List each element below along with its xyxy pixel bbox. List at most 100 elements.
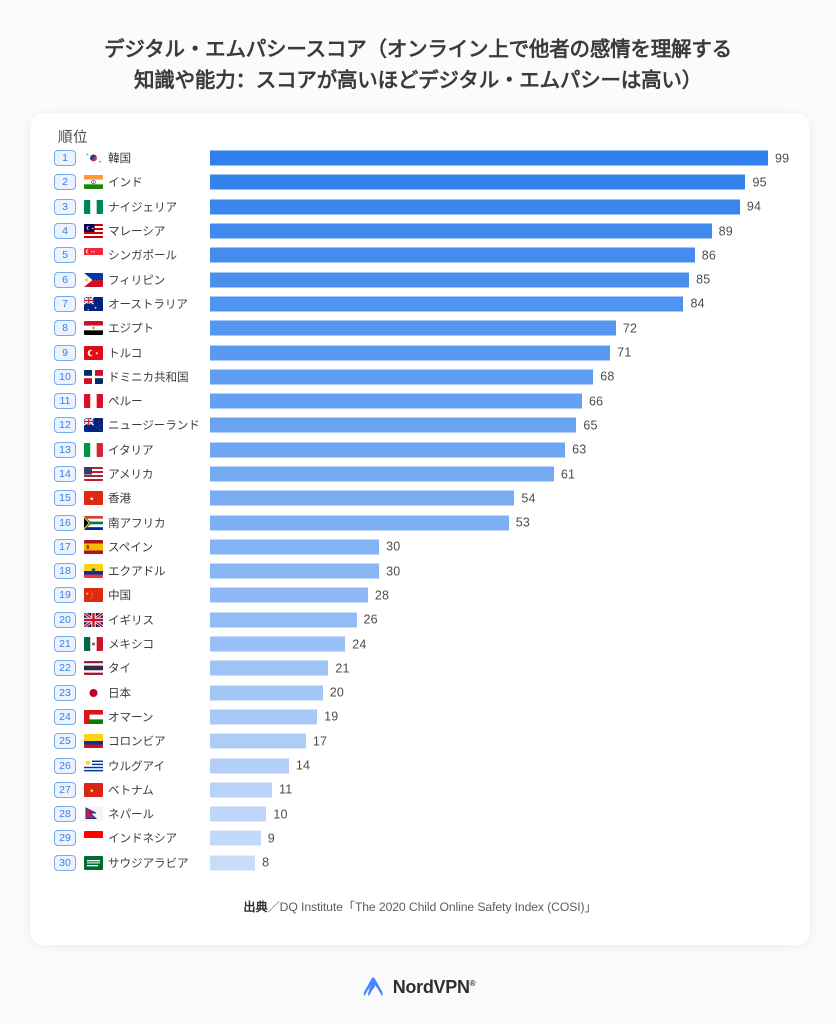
svg-text:★: ★ (87, 309, 90, 311)
svg-text:★: ★ (95, 350, 99, 355)
bar-container: 95 (210, 174, 767, 190)
flag-oman-icon (84, 709, 103, 724)
bar-container: 94 (210, 199, 762, 215)
trademark-symbol: ® (469, 978, 476, 988)
bar-container: 84 (210, 296, 705, 312)
rank-badge: 21 (54, 636, 76, 653)
flag-dominican-republic-icon (84, 369, 103, 384)
svg-text:★: ★ (89, 497, 94, 503)
value-bar (210, 174, 746, 190)
value-label: 20 (329, 685, 345, 700)
value-bar (210, 806, 267, 822)
country-name: シンガポール (108, 249, 177, 263)
value-label: 68 (600, 369, 615, 384)
country-name: マレーシア (108, 225, 166, 239)
value-bar (210, 758, 289, 774)
rank-badge: 13 (54, 441, 76, 458)
rank-badge: 4 (54, 223, 76, 240)
rank-badge: 26 (54, 757, 76, 774)
value-bar (210, 150, 768, 166)
country-name: オマーン (108, 710, 154, 724)
flag-india-icon (84, 175, 103, 190)
country-name: アメリカ (108, 468, 154, 481)
value-label: 17 (312, 734, 328, 749)
rank-badge: 11 (54, 393, 76, 410)
rank-badge: 1 (54, 150, 76, 167)
value-bar (210, 223, 712, 239)
flag-japan-icon (84, 685, 103, 700)
value-label: 24 (352, 637, 367, 652)
nordvpn-wordmark: NordVPN® (393, 977, 476, 998)
bar-container: 20 (210, 685, 345, 701)
ranking-row: 15 ★ 香港 54 (30, 486, 810, 510)
value-bar (210, 733, 306, 749)
bar-container: 28 (210, 587, 390, 603)
value-bar (210, 369, 594, 385)
bar-container: 85 (210, 272, 710, 288)
value-bar (210, 855, 256, 871)
bar-container: 89 (210, 223, 733, 239)
bar-container: 10 (210, 806, 288, 822)
ranking-row: 26 ウルグアイ 14 (30, 753, 810, 777)
ranking-row: 27 ★ ベトナム 11 (30, 778, 810, 802)
country-name: 香港 (108, 492, 131, 506)
ranking-row: 8 エジプト 72 (30, 316, 810, 340)
value-label: 86 (701, 248, 717, 263)
value-label: 99 (775, 151, 790, 166)
bar-container: 63 (210, 442, 586, 458)
flag-turkey-icon: ★ (84, 345, 103, 360)
flag-thailand-icon (84, 661, 103, 676)
ranking-row: 16 南アフリカ 53 (30, 510, 810, 534)
country-name: ウルグアイ (108, 759, 165, 773)
ranking-row: 10 ドミニカ共和国 68 (30, 365, 810, 389)
value-bar (210, 660, 329, 676)
ranking-row: 11 ペルー 66 (30, 389, 810, 413)
country-name: タイ (108, 662, 131, 676)
country-name: ナイジェリア (108, 200, 177, 214)
rank-badge: 12 (54, 417, 76, 434)
flag-united-kingdom-icon (84, 612, 103, 627)
bar-container: 99 (210, 150, 790, 166)
rank-badge: 2 (54, 174, 76, 191)
rank-badge: 14 (54, 466, 76, 482)
flag-nepal-icon (84, 807, 103, 822)
ranking-row: 1 韓国 99 (30, 146, 810, 170)
value-label: 53 (515, 515, 531, 530)
rank-badge: 15 (54, 490, 76, 507)
ranking-row: 29 インドネシア 9 (30, 826, 810, 850)
country-name: ネパール (108, 808, 154, 822)
bar-container: 66 (210, 393, 603, 409)
value-bar (210, 830, 261, 846)
country-name: 韓国 (108, 152, 131, 166)
value-bar (210, 272, 690, 288)
page-title-line-1: デジタル・エムパシースコア（オンライン上で他者の感情を理解する (104, 38, 732, 61)
brand-name: NordVPN (392, 976, 470, 997)
value-label: 11 (279, 782, 293, 797)
source-separator: ／ (267, 900, 280, 914)
bar-container: 19 (210, 709, 338, 725)
country-name: ニュージーランド (108, 419, 200, 433)
country-name: サウジアラビア (108, 856, 189, 870)
rank-badge: 3 (54, 198, 76, 215)
value-label: 54 (521, 491, 536, 506)
country-name: メキシコ (108, 638, 154, 652)
nordvpn-logo: NordVPN® (0, 975, 836, 999)
rank-badge: 6 (54, 271, 76, 288)
value-label: 94 (746, 199, 762, 214)
rank-badge: 5 (54, 247, 76, 264)
ranking-row: 19 ★ ★ ★ ★ ★ 中国 28 (30, 583, 810, 607)
country-name: フィリピン (108, 273, 166, 287)
value-label: 71 (617, 345, 632, 360)
country-name: トルコ (108, 346, 143, 360)
value-bar (210, 490, 515, 506)
value-label: 84 (690, 296, 705, 311)
svg-text:★: ★ (94, 306, 97, 310)
rank-badge: 22 (54, 660, 76, 677)
flag-united-states-icon (84, 467, 103, 481)
bar-container: 61 (210, 466, 575, 482)
chart-card: 順位 1 韓国 99 2 インド 95 3 ナイジェリア 94 4 ★ マレーシア 89 5 ★★ シンガポー… (30, 113, 810, 945)
country-name: スペイン (108, 540, 154, 554)
value-label: 28 (374, 588, 390, 603)
rank-column-header: 順位 (58, 130, 88, 146)
